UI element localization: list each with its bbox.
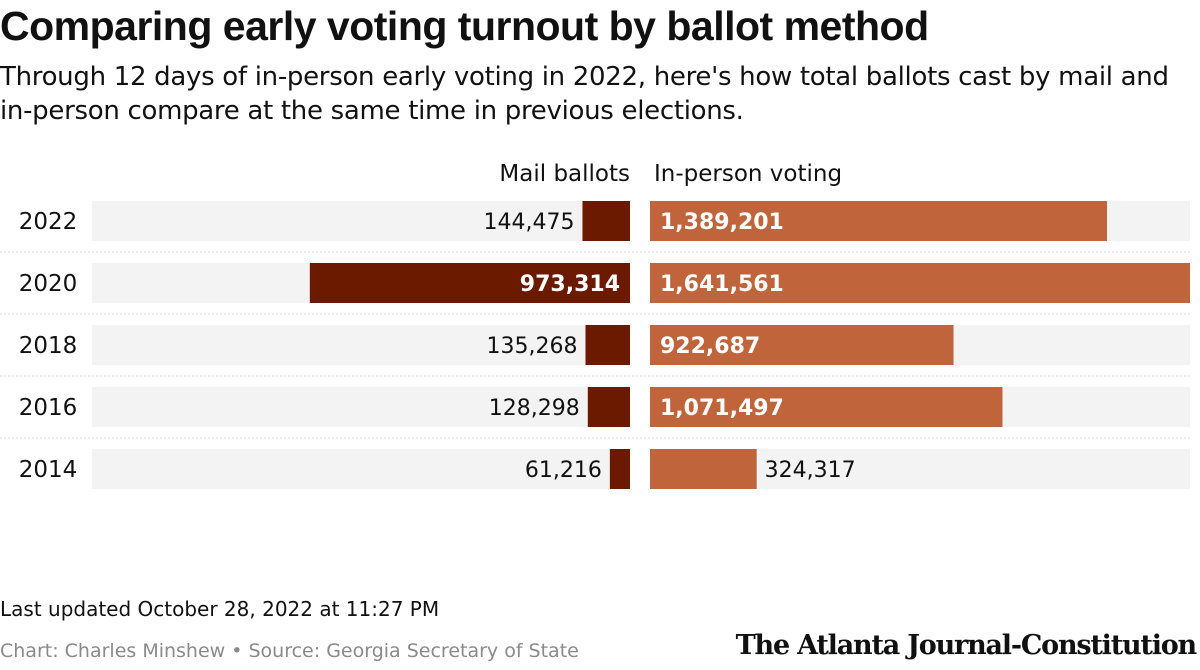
row-background-mail [92,387,630,427]
in-person-bar [650,449,757,489]
mail-bar [587,387,630,427]
chart-rows: 2022 144,475 1,389,201 2020 973,314 1,641,561… [0,201,1190,489]
mail-value-label: 973,314 [520,272,620,297]
chart-subtitle: Through 12 days of in-person early votin… [0,62,1169,126]
chart-title: Comparing early voting turnout by ballot… [0,3,929,49]
column-header-in-person: In-person voting [654,161,842,187]
in-person-value-label: 1,641,561 [660,272,784,297]
row-background-mail [92,325,630,365]
mail-value-label: 128,298 [489,396,580,421]
in-person-value-label: 1,071,497 [660,396,784,421]
in-person-bar [650,325,954,365]
column-header-mail: Mail ballots [499,161,630,187]
year-label: 2022 [19,209,78,235]
in-person-bar [650,263,1190,303]
in-person-bar [650,201,1107,241]
in-person-value-label: 324,317 [765,458,856,483]
chart-credits: Chart: Charles Minshew • Source: Georgia… [0,640,579,662]
in-person-value-label: 922,687 [660,334,760,359]
publisher-logo: The Atlanta Journal-Constitution [735,630,1198,661]
mail-value-label: 61,216 [525,458,602,483]
mail-value-label: 135,268 [487,334,578,359]
year-label: 2020 [19,271,78,297]
in-person-value-label: 1,389,201 [660,210,784,235]
mail-value-label: 144,475 [483,210,574,235]
last-updated: Last updated October 28, 2022 at 11:27 P… [0,597,440,621]
in-person-bar [650,387,1003,427]
mail-bar [309,263,630,303]
year-label: 2016 [19,395,78,421]
mail-bar [585,325,630,365]
mail-bar [609,449,630,489]
year-label: 2014 [19,457,78,483]
row-background-mail [92,201,630,241]
mail-bar [582,201,630,241]
diverging-bar-chart: Mail ballots In-person voting 2022 144,47… [0,161,1190,489]
row-background-mail [92,449,630,489]
year-label: 2018 [19,333,78,359]
